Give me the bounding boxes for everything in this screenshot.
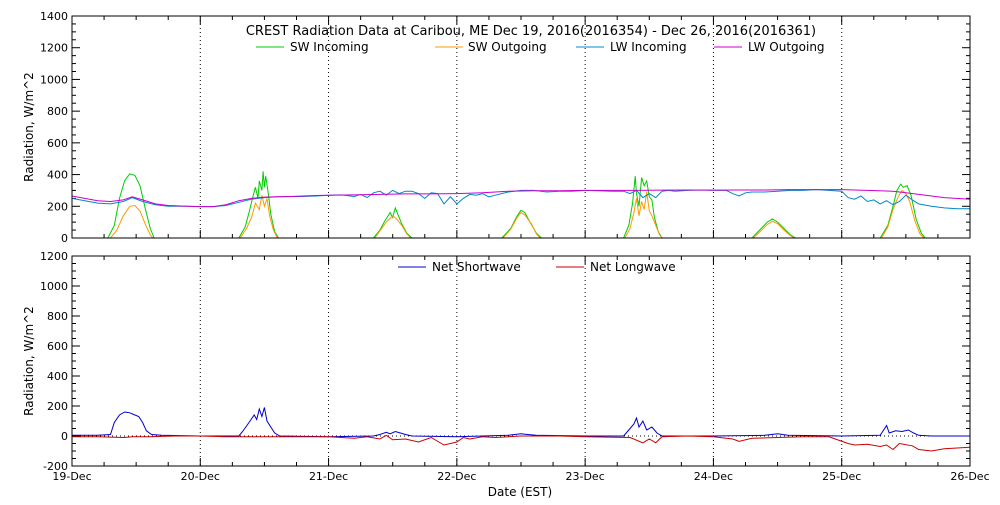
series-line-lw-incoming <box>71 189 970 210</box>
y-tick-label: 1000 <box>40 73 68 86</box>
y-tick-label: 200 <box>47 400 68 413</box>
y-tick-label: 0 <box>61 232 68 245</box>
series-line-net-shortwave <box>72 407 970 438</box>
series-line-sw-incoming <box>72 171 970 239</box>
series-line-net-longwave <box>72 434 971 452</box>
x-tick-label: 20-Dec <box>181 470 220 483</box>
legend-label: LW Incoming <box>610 40 687 54</box>
legend-label: SW Outgoing <box>468 40 547 54</box>
y-tick-label: 600 <box>47 340 68 353</box>
chart-title: CREST Radiation Data at Caribou, ME Dec … <box>246 24 816 39</box>
x-tick-label: 26-Dec <box>950 470 989 483</box>
y-tick-label: 400 <box>47 169 68 182</box>
legend-label: Net Longwave <box>590 260 676 274</box>
chart-panel-1: 0 200 400 600 800 1000 1200 1400 Radiation, W/m^… <box>22 10 971 245</box>
y-tick-label: 400 <box>47 370 68 383</box>
chart-panel-2: -200 0 200 400 600 800 1000 1200 Radiation, W/m^… <box>22 250 990 499</box>
plot-frame <box>71 15 971 239</box>
y-tick-label: 1200 <box>40 250 68 263</box>
x-axis-label: Date (EST) <box>488 485 552 499</box>
series-line-lw-outgoing <box>71 189 971 208</box>
y-tick-label: 600 <box>47 137 68 150</box>
x-tick-label: 24-Dec <box>694 470 733 483</box>
y-tick-label: 0 <box>61 430 68 443</box>
legend-label: Net Shortwave <box>432 260 521 274</box>
y-tick-label: 1200 <box>40 42 68 55</box>
legend-label: LW Outgoing <box>748 40 825 54</box>
y-tick-label: 200 <box>47 200 68 213</box>
plot-frame <box>71 255 971 467</box>
y-tick-label: 800 <box>47 310 68 323</box>
series-line-sw-outgoing <box>72 189 970 239</box>
x-tick-label: 19-Dec <box>52 470 91 483</box>
x-tick-label: 23-Dec <box>566 470 605 483</box>
y-axis-label: Radiation, W/m^2 <box>22 306 36 416</box>
x-tick-label: 22-Dec <box>437 470 476 483</box>
x-tick-label: 21-Dec <box>309 470 348 483</box>
legend-label: SW Incoming <box>290 40 369 54</box>
y-axis-label: Radiation, W/m^2 <box>22 72 36 182</box>
y-tick-label: 1000 <box>40 280 68 293</box>
y-tick-label: 1400 <box>40 10 68 23</box>
y-tick-label: -200 <box>43 460 68 473</box>
x-tick-label: 25-Dec <box>822 470 861 483</box>
y-tick-label: 800 <box>47 105 68 118</box>
